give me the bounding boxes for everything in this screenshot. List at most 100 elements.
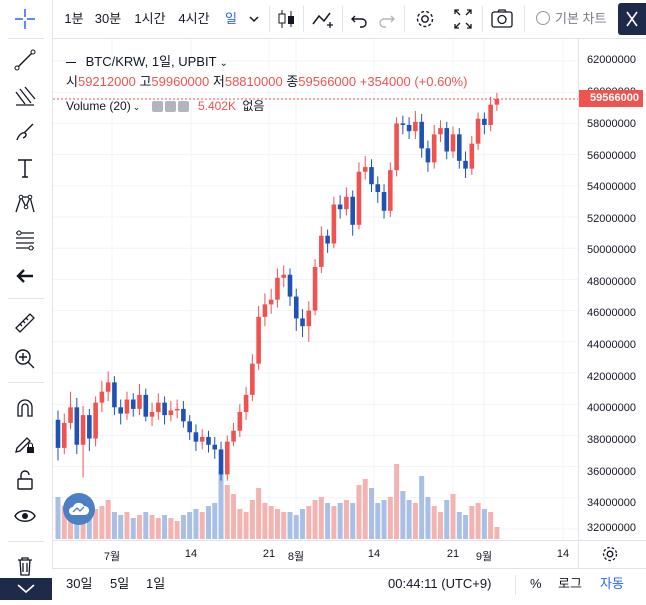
volume-bar [243, 512, 249, 539]
interval-4h[interactable]: 4시간 [178, 11, 210, 26]
volume-bar [375, 503, 381, 539]
trendline-tool[interactable] [10, 45, 40, 75]
price-tick: 56000000 [587, 150, 636, 162]
interval-1h[interactable]: 1시간 [134, 11, 166, 26]
candle-body [275, 277, 280, 300]
candle-body [469, 143, 475, 169]
fib-tool[interactable] [10, 225, 40, 255]
candle-body [262, 304, 268, 317]
volume-bar [312, 500, 318, 539]
volume-legend[interactable]: Volume (20) ⌄ 5.402K 없음 [66, 97, 264, 114]
cloud-save-button[interactable] [63, 493, 95, 525]
volume-bar [293, 515, 299, 539]
percent-toggle[interactable]: % [530, 576, 542, 591]
gear-icon[interactable] [164, 101, 176, 113]
zoom-tool[interactable] [10, 344, 40, 374]
time-tick: 9월 [475, 551, 493, 563]
time-tick: 14 [556, 548, 570, 560]
close-label: 종 [286, 74, 299, 89]
collapse-legend-icon[interactable] [66, 62, 76, 64]
chart-settings-corner[interactable] [578, 540, 646, 569]
clock-timezone[interactable]: 00:44:11 (UTC+9) [388, 576, 492, 591]
interval-30m[interactable]: 30분 [94, 11, 122, 26]
candle-body [231, 430, 236, 442]
divider [269, 6, 270, 32]
volume-bar [124, 512, 130, 539]
candle-body [268, 299, 274, 305]
arrow-tool[interactable] [10, 261, 40, 291]
range-30d[interactable]: 30일 [66, 576, 93, 591]
candlestick-chart [53, 39, 578, 540]
candle-body [193, 432, 199, 442]
interval-1m[interactable]: 1분 [64, 11, 84, 26]
text-tool[interactable] [10, 153, 40, 183]
time-axis[interactable]: 7월 14 21 8월 14 21 9월 14 [53, 540, 578, 569]
close-icon [626, 11, 638, 27]
candle-body [287, 274, 293, 297]
chart-pane[interactable] [53, 39, 578, 540]
eye-icon[interactable] [151, 101, 163, 113]
candle-body [306, 310, 312, 327]
lock-drawings-tool[interactable] [10, 429, 40, 459]
candle-body [99, 391, 105, 403]
undo-button[interactable] [348, 0, 370, 38]
price-axis[interactable]: 62000000 60000000 58000000 56000000 5400… [578, 39, 646, 540]
volume-bar [431, 506, 437, 539]
collapse-drawing-toolbar[interactable] [0, 578, 52, 600]
volume-bar [400, 491, 406, 539]
candle-body [168, 410, 174, 416]
volume-bar [262, 503, 268, 539]
volume-bar [318, 497, 324, 539]
chevron-down-icon[interactable]: ⌄ [132, 102, 141, 112]
fullscreen-button[interactable] [450, 0, 476, 38]
crosshair-tool[interactable] [10, 4, 40, 34]
range-5d[interactable]: 5일 [110, 576, 130, 591]
volume-bar [475, 503, 481, 539]
unlock-icon [17, 470, 33, 490]
candle-body [450, 134, 456, 152]
auto-toggle[interactable]: 자동 [600, 576, 624, 591]
chevron-down-icon [17, 584, 35, 594]
candle-style-button[interactable] [274, 0, 298, 38]
price-tick: 46000000 [587, 307, 636, 319]
interval-dropdown[interactable] [244, 0, 264, 38]
pitchfork-tool[interactable] [10, 81, 40, 111]
redo-button[interactable] [376, 0, 398, 38]
delete-tool[interactable] [10, 551, 40, 581]
pattern-tool[interactable] [10, 189, 40, 219]
ruler-tool[interactable] [10, 308, 40, 338]
undo-icon [351, 15, 367, 28]
settings-button[interactable] [412, 0, 438, 38]
candle-body [212, 444, 218, 450]
indicators-button[interactable] [310, 0, 336, 38]
volume-bar [362, 479, 368, 539]
price-tick: 38000000 [587, 434, 636, 446]
volume-bar [444, 500, 450, 539]
candle-body [174, 408, 180, 411]
chevron-down-icon[interactable]: ⌄ [219, 58, 228, 69]
volume-bar [68, 512, 74, 539]
volume-extra: 없음 [242, 99, 265, 113]
ohlc-legend: 시59212000 고59960000 저58810000 종59566000 … [66, 71, 467, 90]
low-value: 58810000 [224, 74, 283, 89]
unlock-tool[interactable] [10, 465, 40, 495]
screenshot-button[interactable] [489, 0, 515, 38]
candle-body [87, 415, 92, 439]
brush-tool[interactable] [10, 117, 40, 147]
volume-bar [193, 509, 199, 539]
basic-chart-toggle[interactable]: 기본 차트 [536, 0, 618, 38]
volume-bar [61, 506, 67, 539]
gear-icon [416, 10, 434, 28]
magnet-tool[interactable] [10, 393, 40, 423]
candle-body [250, 363, 255, 395]
collapse-toolbar-button[interactable] [618, 3, 646, 35]
candle-body [143, 394, 149, 417]
visibility-tool[interactable] [10, 501, 40, 531]
volume-bar [419, 476, 425, 539]
interval-1d[interactable]: 일 [225, 11, 237, 26]
candle-body [356, 171, 362, 225]
range-1d[interactable]: 1일 [146, 576, 166, 591]
close-icon[interactable] [177, 101, 189, 113]
symbol-legend[interactable]: BTC/KRW, 1일, UPBIT ⌄ [66, 51, 228, 70]
log-toggle[interactable]: 로그 [558, 576, 582, 591]
